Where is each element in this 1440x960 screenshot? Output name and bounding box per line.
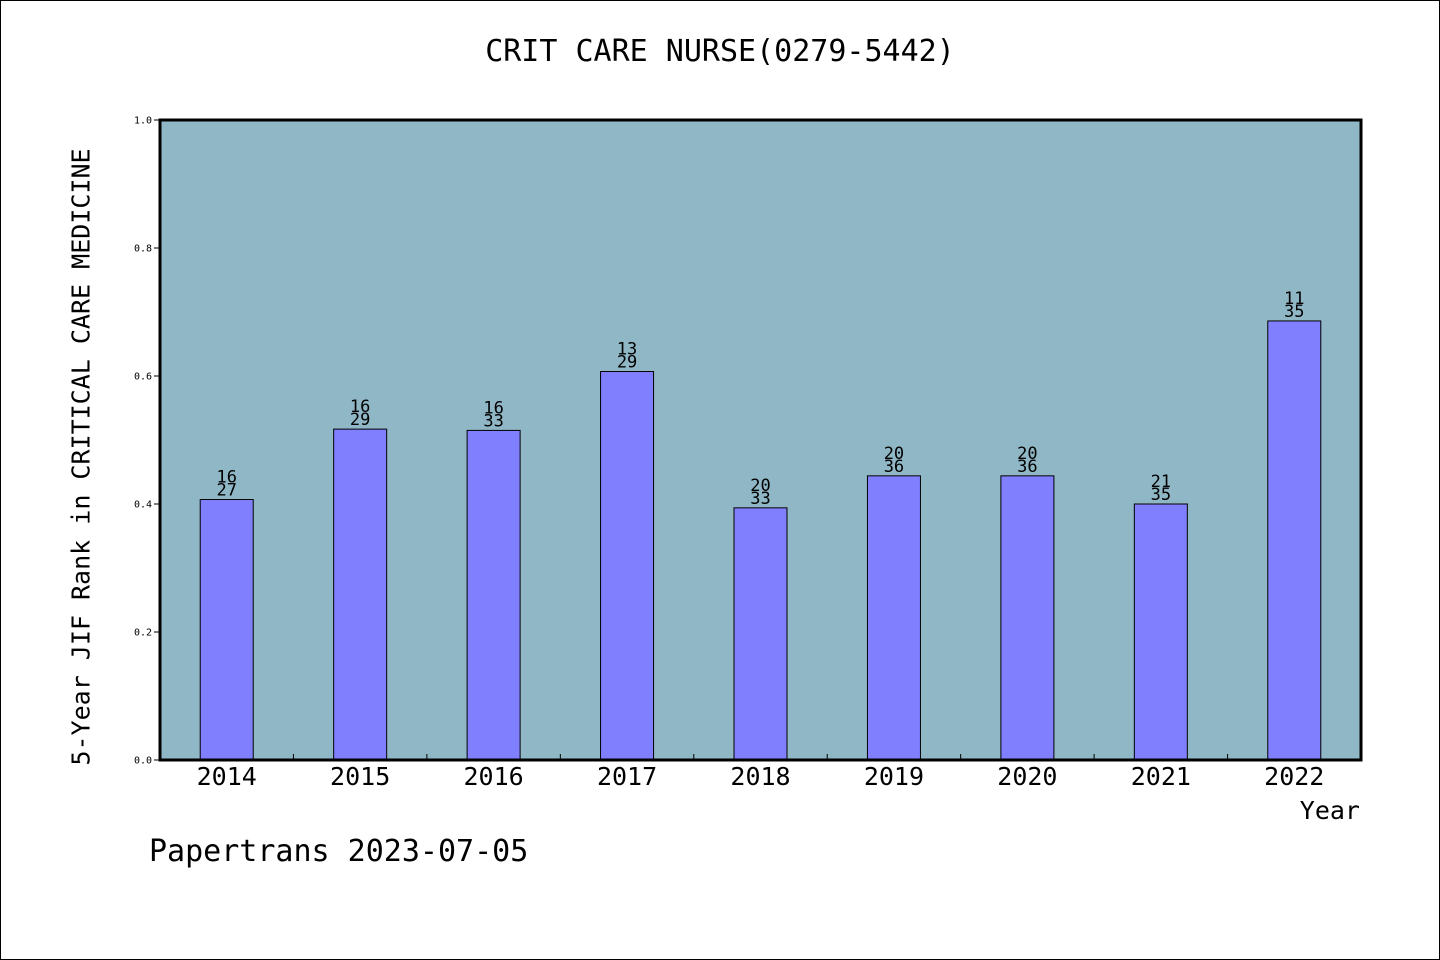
y-tick-label: 0.4 — [134, 500, 152, 511]
bar-2022 — [1267, 320, 1322, 761]
x-tick-label: 2022 — [1264, 762, 1324, 791]
bar-2020 — [1000, 475, 1055, 761]
data-label-top: 16 — [216, 468, 236, 488]
y-tick-label: 0.2 — [134, 628, 152, 639]
footer-credit: Papertrans 2023-07-05 — [149, 834, 529, 869]
x-tick-label: 2016 — [464, 762, 524, 791]
data-label-top: 20 — [750, 476, 770, 496]
x-tick-label: 2019 — [864, 762, 924, 791]
y-tick-label: 1.0 — [134, 116, 152, 127]
bar-2018 — [733, 507, 788, 761]
x-tick-label: 2021 — [1131, 762, 1191, 791]
bar-2019 — [866, 475, 921, 761]
x-axis-label: Year — [1299, 796, 1360, 825]
chart-title: CRIT CARE NURSE(0279-5442) — [485, 34, 955, 69]
data-label-top: 20 — [1017, 444, 1037, 464]
x-tick-label: 2015 — [330, 762, 390, 791]
y-tick-label: 0.6 — [134, 372, 152, 383]
data-label-top: 16 — [483, 398, 503, 418]
data-label-top: 21 — [1151, 472, 1171, 492]
bar-2015 — [333, 428, 388, 761]
data-label-top: 16 — [350, 397, 370, 417]
data-label-bottom: 33 — [483, 411, 503, 431]
data-label-top: 13 — [617, 340, 637, 360]
bar-2017 — [600, 371, 655, 761]
x-tick-label: 2014 — [197, 762, 257, 791]
plot-border — [158, 118, 1363, 762]
x-tick-label: 2018 — [730, 762, 790, 791]
x-tick-label: 2020 — [997, 762, 1057, 791]
data-label-bottom: 36 — [884, 457, 904, 477]
x-tick-label: 2017 — [597, 762, 657, 791]
data-label-bottom: 35 — [1151, 485, 1171, 505]
data-label-bottom: 35 — [1284, 302, 1304, 322]
y-tick-label: 0.0 — [134, 756, 152, 767]
data-label-bottom: 29 — [617, 353, 637, 373]
data-label-top: 11 — [1284, 289, 1304, 309]
bar-2014 — [199, 499, 254, 761]
data-label-bottom: 33 — [750, 489, 770, 509]
data-label-top: 20 — [884, 444, 904, 464]
data-label-bottom: 29 — [350, 410, 370, 430]
y-tick-label: 0.8 — [134, 244, 152, 255]
bar-2016 — [466, 429, 521, 761]
data-label-bottom: 27 — [216, 481, 236, 501]
data-label-bottom: 36 — [1017, 457, 1037, 477]
bar-2021 — [1133, 503, 1188, 761]
